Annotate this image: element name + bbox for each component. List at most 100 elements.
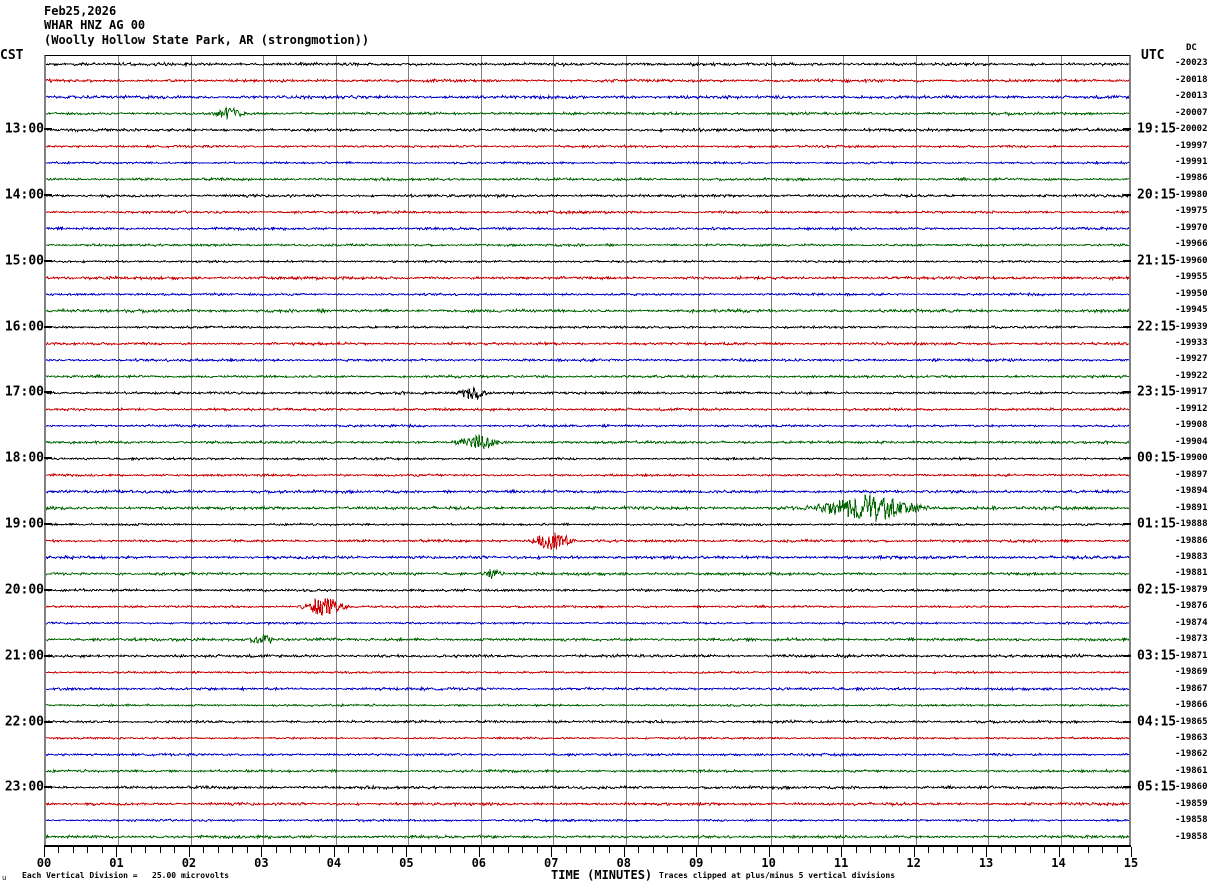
x-axis-minor-tick	[435, 847, 437, 853]
seismic-trace	[46, 242, 1129, 248]
seismic-trace	[46, 685, 1129, 692]
utc-time-label: 02:15	[1137, 582, 1177, 598]
vertical-gridline	[770, 56, 772, 845]
dc-value-label: -19869	[1175, 667, 1208, 678]
dc-value-label: -19886	[1175, 535, 1208, 546]
x-axis-minor-tick	[1015, 847, 1017, 853]
right-axis-tick	[1123, 786, 1131, 789]
dc-value-label: -19858	[1175, 815, 1208, 826]
utc-time-label: 04:15	[1137, 714, 1177, 730]
utc-time-label: 03:15	[1137, 648, 1177, 664]
x-axis-minor-tick	[522, 847, 524, 853]
x-axis-tick-label: 07	[544, 856, 559, 870]
x-axis-minor-tick	[159, 847, 161, 853]
seismic-trace	[46, 406, 1129, 413]
x-axis-minor-tick	[1087, 847, 1089, 853]
x-axis-minor-tick	[145, 847, 147, 853]
dc-value-label: -19883	[1175, 551, 1208, 562]
x-axis-major-tick	[333, 847, 335, 857]
seismic-trace	[46, 307, 1129, 315]
x-axis-minor-tick	[319, 847, 321, 853]
cst-time-label: 15:00	[4, 253, 44, 269]
dc-value-label: -19866	[1175, 700, 1208, 711]
dc-value-label: -20013	[1175, 91, 1208, 102]
seismic-trace	[46, 597, 1129, 617]
x-axis-major-tick	[623, 847, 625, 857]
seismic-trace	[46, 752, 1129, 758]
x-axis-minor-tick	[449, 847, 451, 853]
seismic-trace	[46, 127, 1129, 133]
x-axis-minor-tick	[812, 847, 814, 853]
x-axis-minor-tick	[957, 847, 959, 853]
cst-time-label: 22:00	[4, 714, 44, 730]
vertical-gridline	[698, 56, 700, 845]
seismic-trace	[46, 718, 1129, 725]
x-axis-minor-tick	[536, 847, 538, 853]
x-axis-minor-tick	[942, 847, 944, 853]
dc-value-label: -19876	[1175, 601, 1208, 612]
x-axis-minor-tick	[826, 847, 828, 853]
x-axis-minor-tick	[565, 847, 567, 853]
vertical-gridline	[263, 56, 265, 845]
x-axis-major-tick	[116, 847, 118, 857]
dc-value-label: -19863	[1175, 733, 1208, 744]
x-axis-major-tick	[1131, 847, 1132, 857]
seismogram-plot[interactable]	[44, 55, 1131, 845]
dc-value-label: -20007	[1175, 107, 1208, 118]
x-axis-major-tick	[841, 847, 843, 857]
seismic-trace	[46, 488, 1129, 495]
x-axis-minor-tick	[783, 847, 785, 853]
x-axis-minor-tick	[1116, 847, 1118, 853]
dc-value-label: -19865	[1175, 716, 1208, 727]
x-axis-tick-label: 14	[1051, 856, 1066, 870]
seismic-trace	[46, 587, 1129, 593]
cst-time-label: 19:00	[4, 516, 44, 532]
dc-value-label: -19966	[1175, 239, 1208, 250]
utc-time-label: 00:15	[1137, 450, 1177, 466]
dc-value-label: -19867	[1175, 683, 1208, 694]
x-axis-tick-label: 13	[978, 856, 994, 870]
dc-value-label: -19879	[1175, 584, 1208, 595]
dc-value-label: -19986	[1175, 173, 1208, 184]
dc-value-label: -19991	[1175, 156, 1208, 167]
dc-value-label: -19862	[1175, 749, 1208, 760]
x-axis-minor-tick	[739, 847, 741, 853]
dc-value-label: -19922	[1175, 370, 1208, 381]
seismic-trace	[46, 61, 1129, 68]
left-axis-tick	[44, 588, 52, 591]
grid-layer	[46, 56, 1129, 845]
x-axis-minor-tick	[1073, 847, 1075, 853]
right-axis-tick	[1123, 588, 1131, 591]
left-axis-tick	[44, 193, 52, 196]
left-axis-tick	[44, 523, 52, 526]
x-axis-tick-label: 02	[181, 856, 197, 870]
x-axis-tick-label: 04	[326, 856, 342, 870]
left-axis-tick	[44, 259, 52, 262]
cst-time-label: 23:00	[4, 779, 44, 795]
header-site: (Woolly Hollow State Park, AR (strongmot…	[44, 33, 370, 47]
x-axis-minor-tick	[507, 847, 509, 853]
x-axis-minor-tick	[797, 847, 799, 853]
seismic-trace	[46, 357, 1129, 363]
x-axis-major-tick	[986, 847, 988, 857]
x-axis-minor-tick	[464, 847, 466, 853]
x-axis-minor-tick	[1044, 847, 1046, 853]
x-axis-tick-label: 08	[616, 856, 631, 870]
microvolt-unit-glyph: u	[2, 874, 7, 882]
dc-value-label: -19933	[1175, 338, 1208, 349]
cst-time-label: 20:00	[4, 582, 44, 598]
dc-column-caption: DC	[1186, 43, 1197, 53]
dc-value-label: -19955	[1175, 272, 1208, 283]
dc-value-label: -19950	[1175, 288, 1208, 299]
dc-value-label: -19970	[1175, 222, 1208, 233]
seismic-trace	[46, 784, 1129, 791]
seismic-trace	[46, 423, 1129, 429]
x-axis-major-tick	[188, 847, 190, 857]
vertical-gridline	[988, 56, 990, 845]
seismic-trace	[46, 193, 1129, 199]
utc-time-label: 20:15	[1137, 187, 1177, 203]
left-axis-tick	[44, 457, 52, 460]
x-axis-minor-tick	[1000, 847, 1002, 853]
dc-value-label: -19939	[1175, 321, 1208, 332]
x-axis-tick-label: 10	[761, 856, 776, 870]
